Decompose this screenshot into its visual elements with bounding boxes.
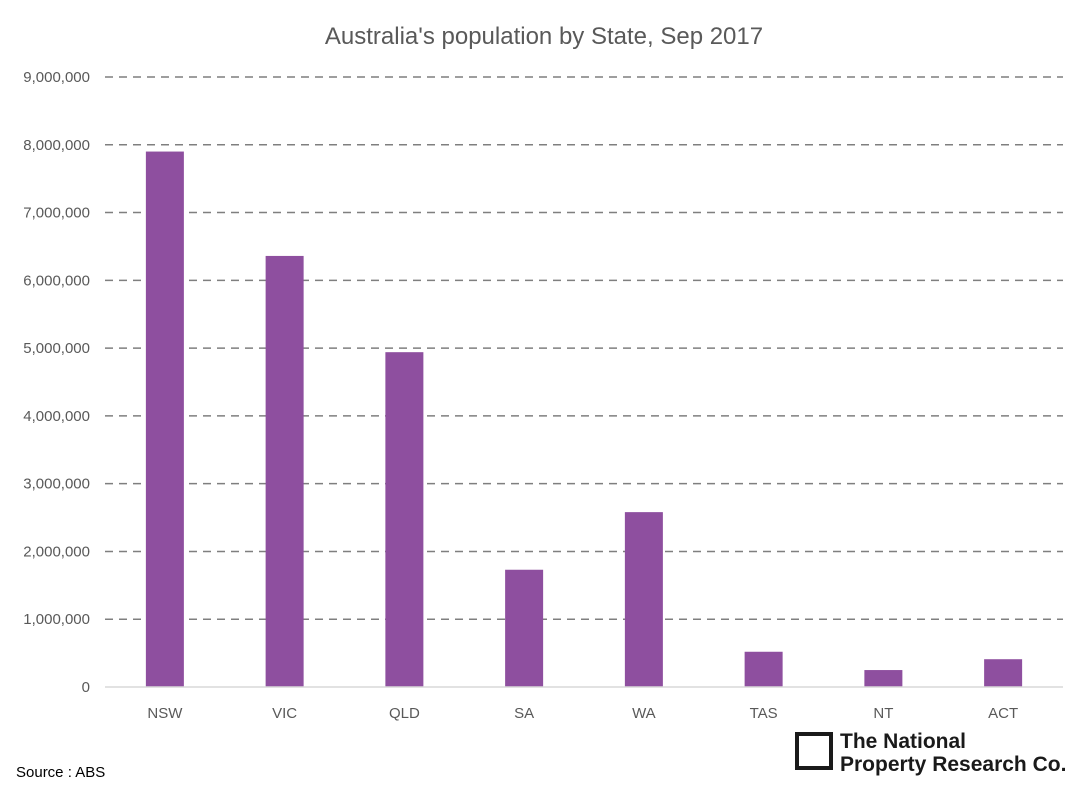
bar-nt (864, 670, 903, 687)
y-tick-label: 9,000,000 (23, 69, 90, 86)
x-tick-label-sa: SA (514, 705, 534, 722)
x-tick-label-qld: QLD (389, 705, 420, 722)
logo-square-icon (795, 732, 833, 770)
bar-nsw (145, 151, 184, 688)
y-axis-tick-labels: 0 1,000,000 2,000,000 3,000,000 4,000,000 5,0… (23, 69, 90, 696)
company-logo: The National Property Research Co. (795, 730, 1066, 776)
y-tick-label: 7,000,000 (23, 205, 90, 222)
y-tick-label: 1,000,000 (23, 611, 90, 628)
x-tick-label-wa: WA (632, 705, 656, 722)
logo-line-1: The National (840, 730, 966, 753)
y-tick-label: 3,000,000 (23, 476, 90, 493)
x-tick-label-tas: TAS (750, 705, 778, 722)
y-tick-label: 2,000,000 (23, 543, 90, 560)
source-note: Source : ABS (16, 764, 105, 781)
bar-vic (265, 255, 304, 687)
chart-title: Australia's population by State, Sep 201… (325, 23, 763, 50)
x-tick-label-nt: NT (873, 705, 893, 722)
bar-wa (624, 512, 663, 687)
gridlines (105, 76, 1063, 620)
bar-sa (505, 569, 544, 687)
y-tick-label: 8,000,000 (23, 137, 90, 154)
logo-line-2: Property Research Co. (840, 753, 1066, 776)
x-axis-tick-labels: NSW VIC QLD SA WA TAS NT ACT (147, 705, 1018, 722)
x-tick-label-vic: VIC (272, 705, 297, 722)
y-tick-label: 5,000,000 (23, 340, 90, 357)
y-tick-label: 6,000,000 (23, 272, 90, 289)
y-tick-label: 4,000,000 (23, 408, 90, 425)
y-tick-label: 0 (82, 679, 90, 696)
bars (145, 151, 1023, 688)
bar-qld (385, 352, 424, 687)
bar-tas (744, 651, 783, 687)
bar-act (984, 659, 1023, 687)
x-tick-label-act: ACT (988, 705, 1018, 722)
x-tick-label-nsw: NSW (147, 705, 183, 722)
